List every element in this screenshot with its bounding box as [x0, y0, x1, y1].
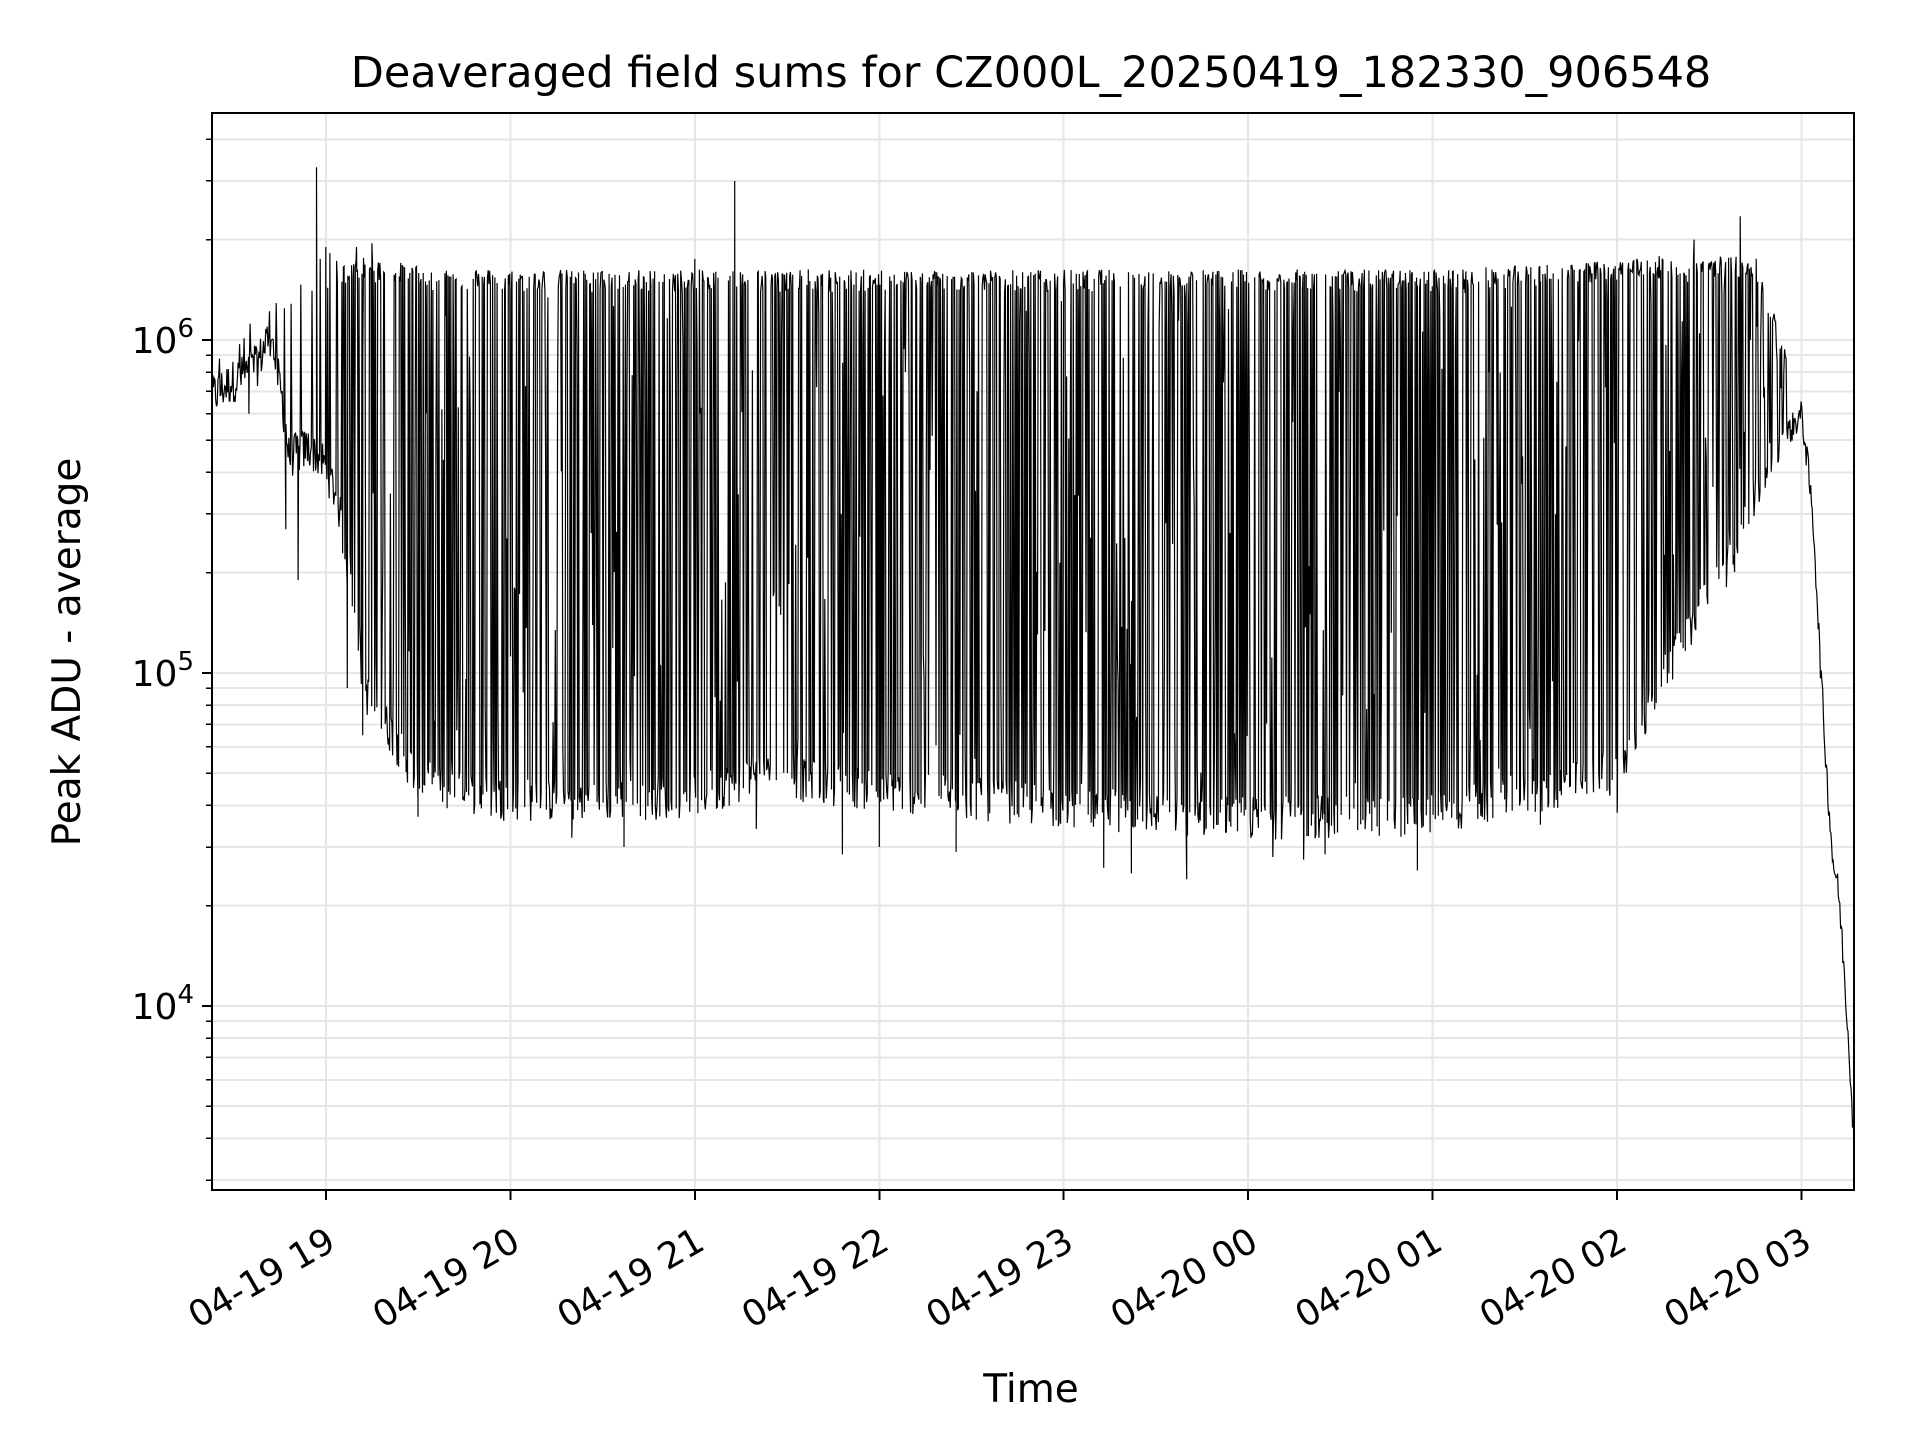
- y-tick-label: 106: [132, 314, 194, 362]
- y-tick-label: 104: [132, 980, 194, 1028]
- x-tick-label: 04-20 02: [1473, 1220, 1634, 1336]
- text-layer: Deaveraged field sums for CZ000L_2025041…: [45, 48, 1711, 1412]
- x-tick-label: 04-19 23: [920, 1220, 1081, 1336]
- x-tick-label: 04-20 01: [1289, 1220, 1450, 1336]
- x-tick-label: 04-19 19: [182, 1220, 343, 1336]
- chart-title: Deaveraged field sums for CZ000L_2025041…: [351, 48, 1712, 98]
- x-tick-label: 04-20 00: [1104, 1220, 1265, 1336]
- x-axis-label: Time: [982, 1367, 1078, 1412]
- x-tick-label: 04-19 20: [366, 1220, 527, 1336]
- y-axis-label: Peak ADU - average: [45, 458, 90, 847]
- plot-frame: [211, 112, 1855, 1191]
- x-tick-label: 04-19 22: [735, 1220, 896, 1336]
- series-layer: [211, 167, 1855, 1133]
- x-tick-label: 04-19 21: [551, 1220, 712, 1336]
- x-tick-label: 04-20 03: [1658, 1220, 1819, 1336]
- y-tick-label: 105: [132, 647, 194, 695]
- series-line-peak-adu: [211, 167, 1855, 1133]
